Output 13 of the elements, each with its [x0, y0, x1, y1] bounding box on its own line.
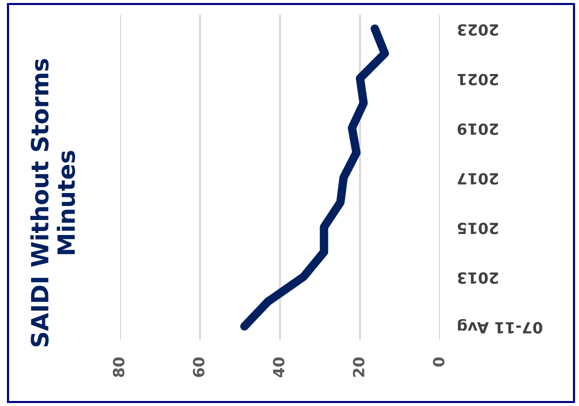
x-tick-label: 20 [352, 357, 364, 377]
y-tick-label: 2015 [458, 222, 498, 234]
x-tick-label: 40 [272, 357, 284, 378]
y-tick-label: 2017 [458, 173, 498, 185]
y-tick-label: 2019 [458, 123, 498, 136]
y-tick-label: 07-11 Avg [458, 318, 542, 334]
y-tick-label: 2013 [458, 272, 498, 284]
x-tick-label: 0 [432, 357, 444, 367]
x-tick-label: 80 [112, 357, 124, 377]
text: SAIDI Without Storms Minutes [30, 58, 76, 346]
y-tick-label: 2023 [458, 24, 498, 36]
x-tick-label: 60 [192, 357, 204, 377]
y-tick-label: 2021 [458, 74, 498, 86]
